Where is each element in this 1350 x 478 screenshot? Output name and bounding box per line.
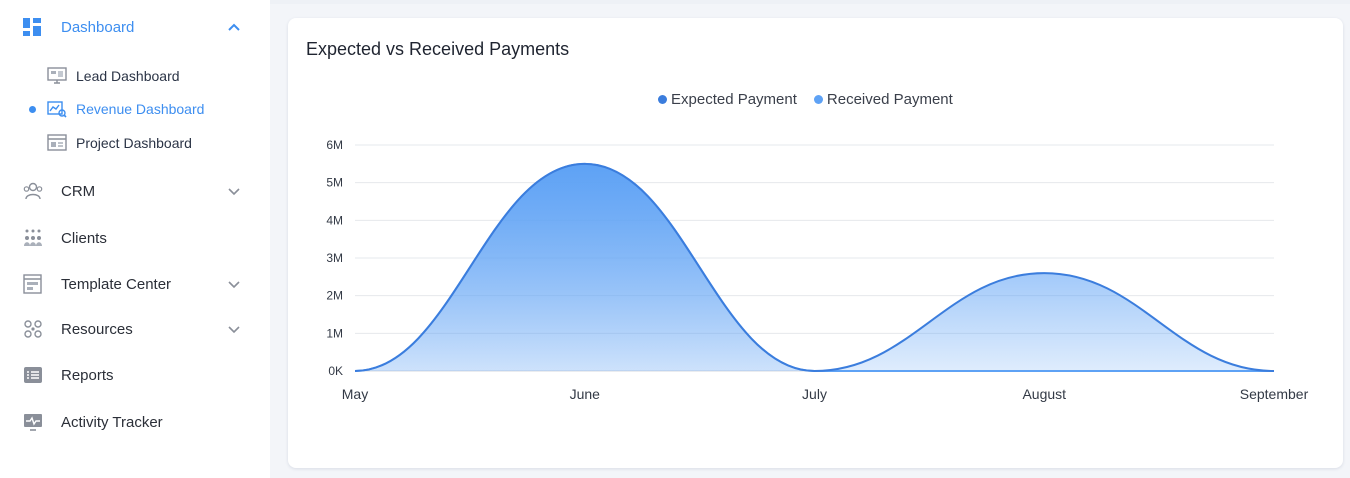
clients-group-icon — [24, 229, 42, 246]
chart-title: Expected vs Received Payments — [306, 39, 570, 59]
series-line-expected[interactable] — [354, 162, 1275, 373]
lead-dashboard-icon — [47, 67, 67, 84]
sidebar-subitem-revenue-dashboard[interactable]: Revenue Dashboard — [0, 95, 270, 123]
legend-item-expected[interactable]: Expected Payment — [658, 91, 797, 108]
sidebar-item-crm[interactable]: CRM — [0, 173, 270, 209]
sidebar-item-reports[interactable]: Reports — [0, 357, 270, 393]
legend-item-received[interactable]: Received Payment — [813, 91, 953, 108]
sidebar-item-dashboard[interactable]: Dashboard — [0, 9, 270, 45]
active-indicator-dot — [29, 106, 36, 113]
chevron-down-icon[interactable] — [226, 184, 242, 198]
sidebar-item-label: CRM — [61, 182, 96, 200]
sidebar-item-clients[interactable]: Clients — [0, 220, 270, 256]
y-tick-label: 6M — [326, 138, 343, 152]
sidebar-item-activity-tracker[interactable]: Activity Tracker — [0, 404, 270, 440]
x-tick-label: May — [342, 386, 368, 402]
template-window-icon — [23, 274, 42, 294]
x-tick-label: June — [570, 386, 601, 402]
top-strip — [270, 0, 1350, 4]
y-tick-label: 2M — [326, 289, 343, 303]
sidebar-subitem-project-dashboard[interactable]: Project Dashboard — [0, 129, 270, 157]
y-tick-label: 5M — [326, 176, 343, 190]
crm-people-icon — [23, 182, 43, 200]
sidebar-subitem-label: Revenue Dashboard — [76, 101, 205, 117]
y-tick-label: 3M — [326, 251, 343, 265]
y-tick-label: 1M — [326, 326, 343, 340]
sidebar-item-label: Dashboard — [61, 18, 135, 36]
sidebar-item-template-center[interactable]: Template Center — [0, 266, 270, 302]
sidebar-item-label: Clients — [61, 229, 107, 247]
project-dashboard-icon — [47, 134, 67, 151]
chevron-up-icon[interactable] — [226, 20, 242, 34]
sidebar-item-label: Reports — [61, 366, 114, 384]
sidebar-subitem-lead-dashboard[interactable]: Lead Dashboard — [0, 62, 270, 90]
sidebar-subitem-label: Lead Dashboard — [76, 68, 180, 84]
series-area-expected — [355, 163, 1274, 371]
reports-list-icon — [24, 367, 42, 383]
activity-monitor-icon — [24, 414, 42, 431]
sidebar-subitem-label: Project Dashboard — [76, 135, 192, 151]
legend-label-received: Received Payment — [826, 91, 953, 108]
x-tick-label: September — [1240, 386, 1309, 402]
sidebar-item-label: Activity Tracker — [61, 413, 163, 431]
sidebar-item-resources[interactable]: Resources — [0, 311, 270, 347]
revenue-dashboard-icon — [47, 101, 67, 118]
chart-card: Expected vs Received Payments Expected P… — [288, 18, 1343, 468]
x-tick-label: July — [802, 386, 827, 402]
chart-legend: Expected Payment Received Payment — [658, 91, 970, 108]
legend-swatch-received — [813, 95, 823, 104]
sidebar-item-label: Template Center — [61, 275, 172, 293]
x-tick-label: August — [1022, 386, 1066, 402]
sidebar: Dashboard Lead Dashboard Revenue Dashboa… — [0, 0, 270, 478]
sidebar-item-label: Resources — [61, 320, 133, 338]
legend-label-expected: Expected Payment — [671, 91, 797, 108]
y-tick-label: 0K — [328, 364, 343, 378]
chevron-down-icon[interactable] — [226, 277, 242, 291]
area-chart: 0K 1M 2M 3M 4M 5M 6M May June July August September — [326, 138, 1309, 402]
y-tick-label: 4M — [326, 213, 343, 227]
resources-nodes-icon — [24, 320, 42, 338]
chevron-down-icon[interactable] — [226, 322, 242, 336]
legend-swatch-expected — [658, 95, 667, 104]
dashboard-grid-icon — [23, 18, 41, 36]
